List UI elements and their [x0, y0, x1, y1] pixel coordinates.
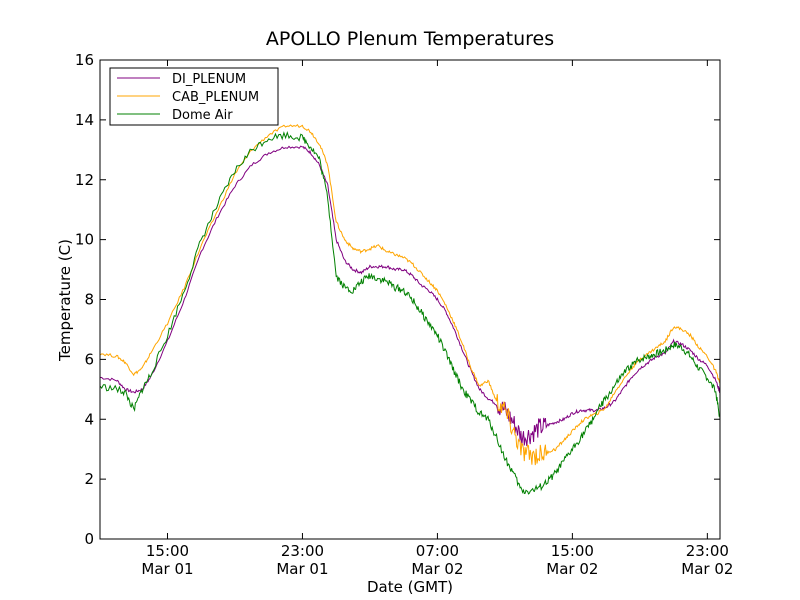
- y-tick-label: 12: [75, 171, 94, 189]
- y-tick-label: 4: [84, 410, 94, 428]
- x-tick-label-date: Mar 01: [276, 560, 328, 578]
- legend: DI_PLENUM CAB_PLENUM Dome Air: [109, 67, 279, 126]
- x-tick-label-date: Mar 02: [681, 560, 733, 578]
- chart-title: APOLLO Plenum Temperatures: [266, 28, 554, 50]
- legend-label: DI_PLENUM: [172, 72, 246, 87]
- y-axis-ticks: 0 2 4 6 8 10 12 14 16: [75, 51, 720, 548]
- x-tick-label-date: Mar 02: [546, 560, 598, 578]
- x-tick-label-time: 15:00: [551, 542, 594, 560]
- x-tick-label-date: Mar 02: [411, 560, 463, 578]
- y-tick-label: 6: [84, 350, 94, 368]
- series-line-dome-air: [99, 130, 721, 495]
- legend-label: Dome Air: [172, 108, 233, 123]
- x-tick-label-time: 23:00: [281, 542, 324, 560]
- legend-label: CAB_PLENUM: [172, 90, 259, 105]
- x-axis-label: Date (GMT): [367, 578, 453, 596]
- series-line-cab-plenum: [99, 123, 721, 466]
- y-tick-label: 8: [84, 291, 94, 309]
- y-axis-label: Temperature (C): [56, 239, 74, 362]
- x-tick-label-time: 23:00: [686, 542, 729, 560]
- x-tick-label-time: 07:00: [416, 542, 459, 560]
- y-tick-label: 14: [75, 111, 94, 129]
- x-tick-label-time: 15:00: [146, 542, 189, 560]
- y-tick-label: 0: [84, 530, 94, 548]
- y-tick-label: 16: [75, 51, 94, 69]
- plot-frame: [99, 59, 721, 540]
- series-line-di-plenum: [99, 145, 721, 446]
- series-layer: [99, 123, 721, 495]
- y-tick-label: 10: [75, 231, 94, 249]
- x-tick-label-date: Mar 01: [141, 560, 193, 578]
- y-tick-label: 2: [84, 470, 94, 488]
